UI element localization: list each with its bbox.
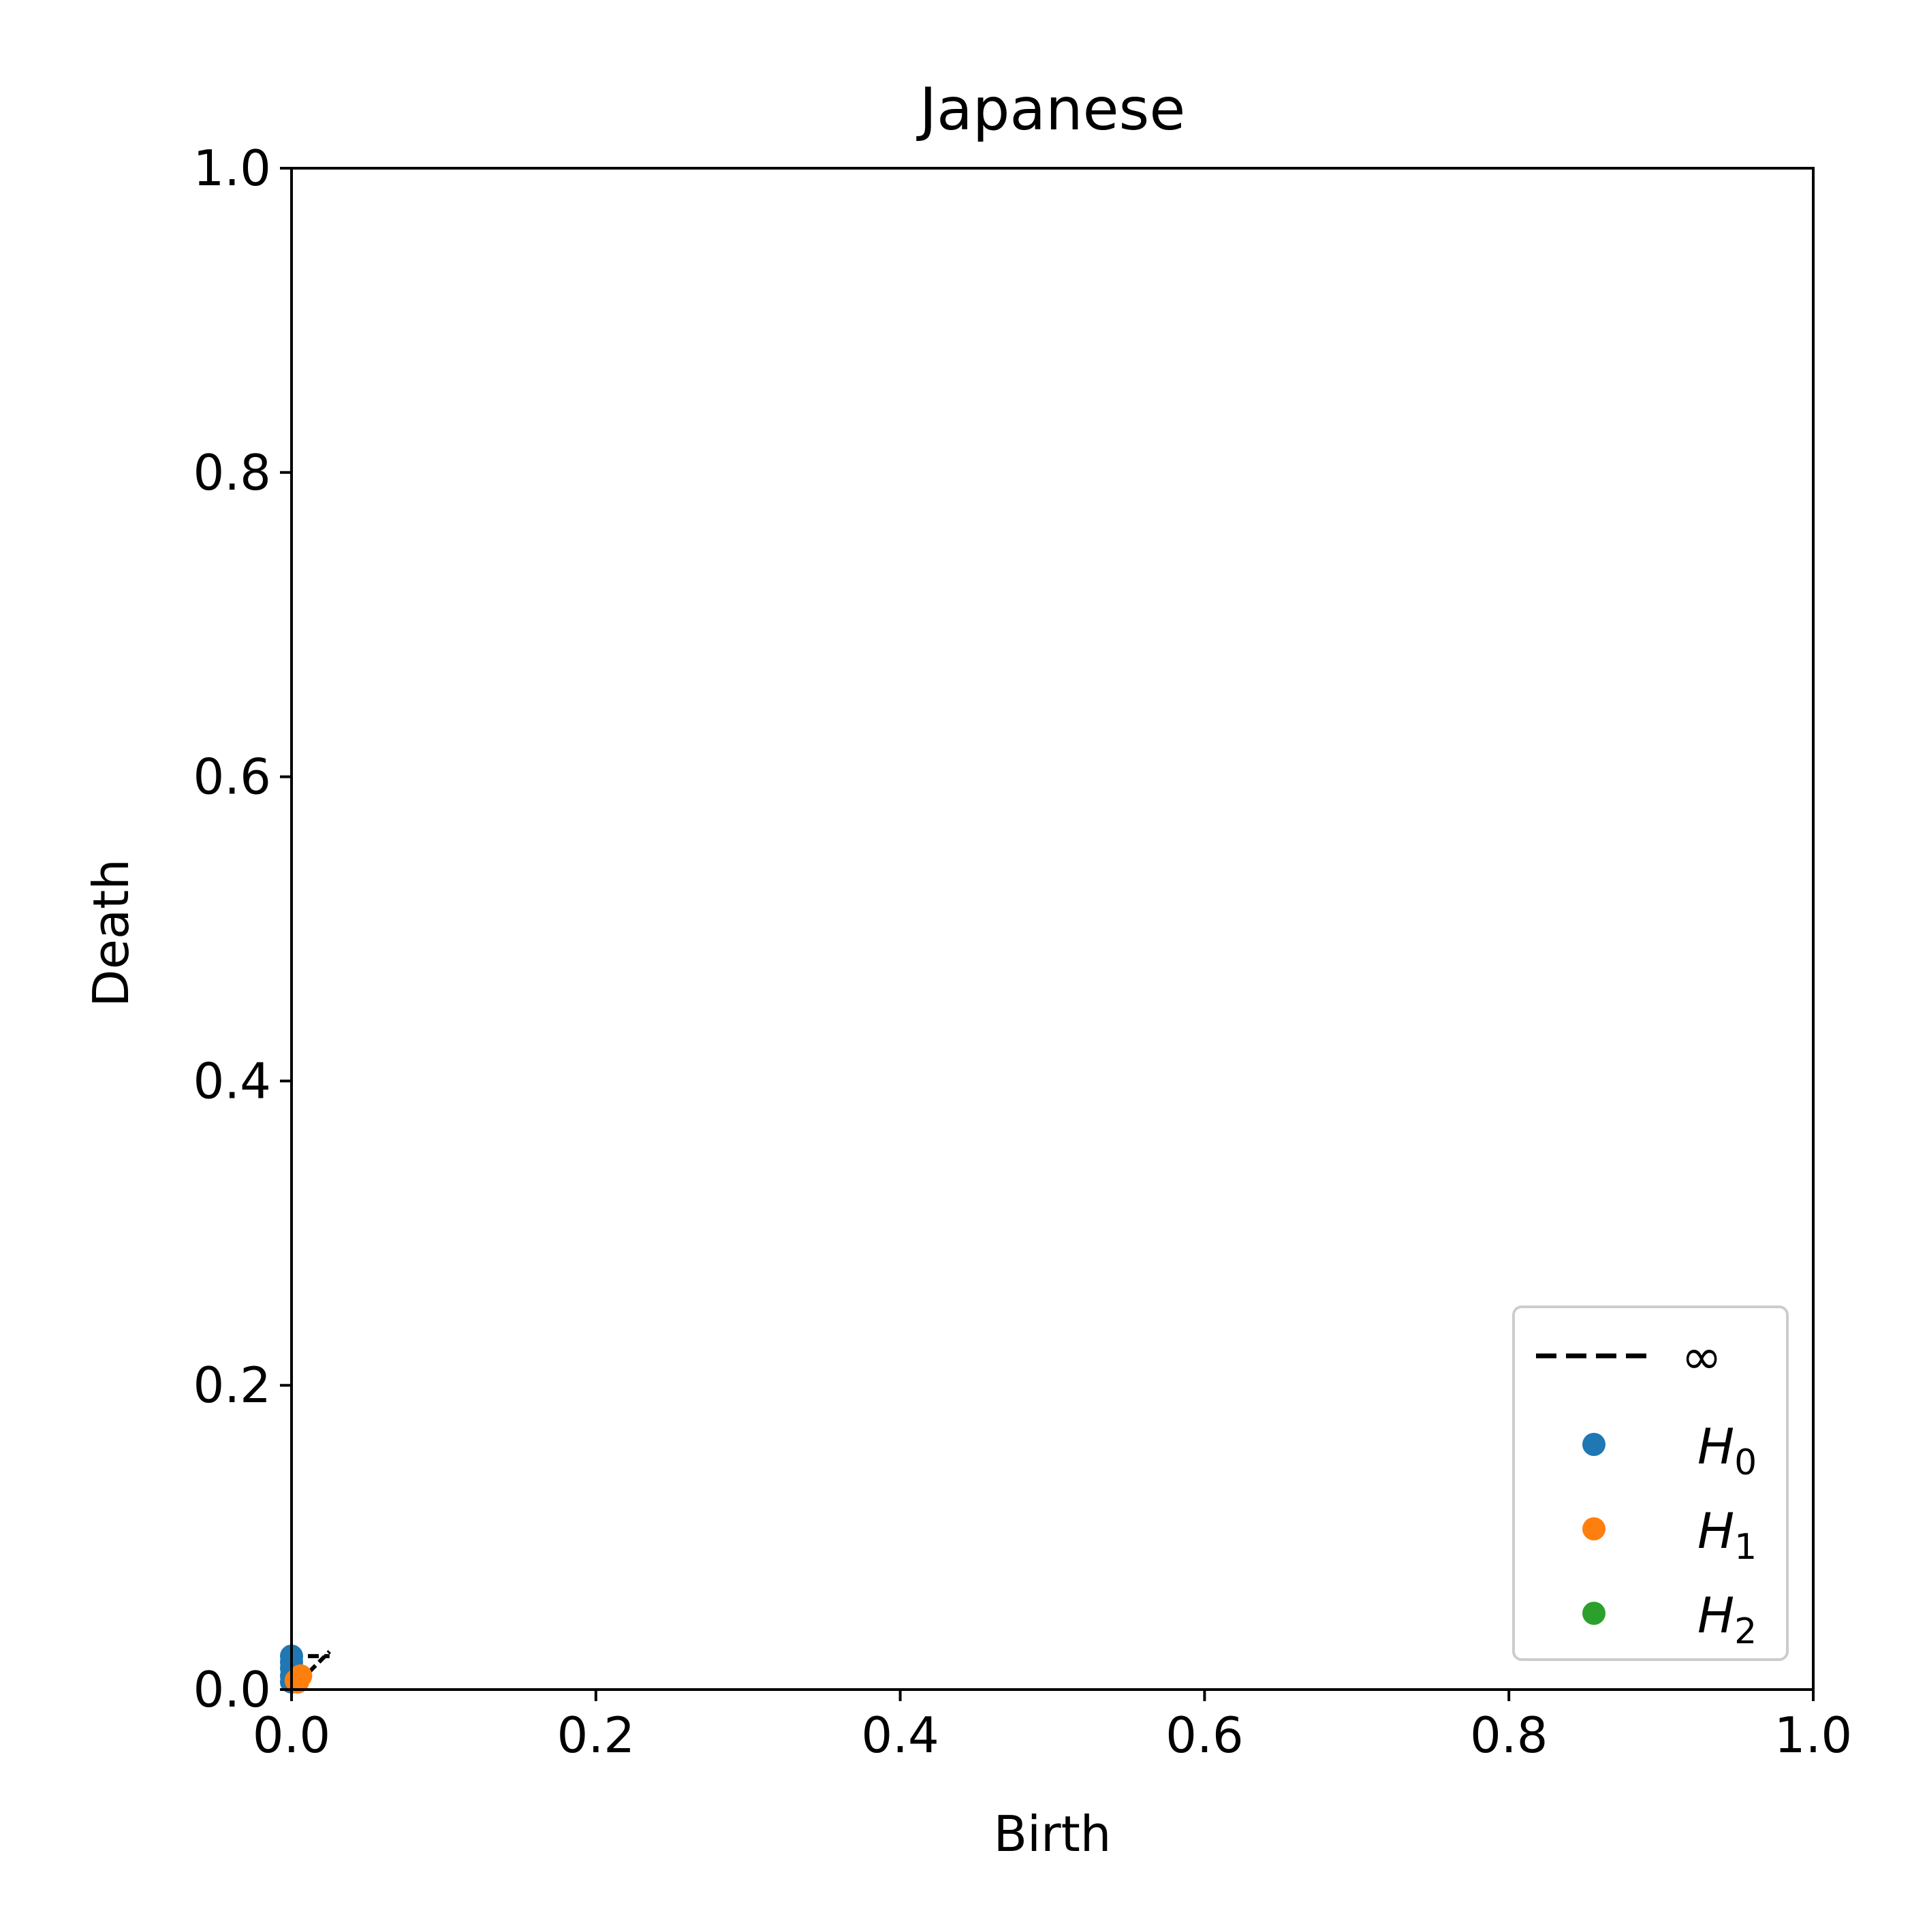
y-tick-label: 1.0: [193, 140, 271, 197]
y-tick-label: 0.0: [193, 1661, 271, 1718]
y-tick-label: 0.6: [193, 748, 271, 806]
x-tick-label: 0.2: [557, 1707, 636, 1764]
plot-area: [280, 1644, 331, 1694]
x-tick-label: 0.4: [861, 1707, 939, 1764]
legend-swatch-h0: [1582, 1433, 1605, 1456]
x-tick-label: 0.8: [1470, 1707, 1548, 1764]
y-axis-label: Death: [82, 859, 140, 1007]
chart-title: Japanese: [916, 76, 1186, 144]
legend-box: [1512, 1305, 1789, 1661]
legend-swatch-h1: [1582, 1517, 1605, 1540]
x-tick-label: 0.6: [1165, 1707, 1244, 1764]
y-tick-label: 0.8: [193, 444, 271, 501]
axes-frame: [290, 167, 1815, 1691]
axes: 0.0 0.2 0.4 0.6 0.8 1.0 0.0 0.2 0.4 0.6 0.8 1.0: [193, 140, 1852, 1764]
y-tick-label: 0.2: [193, 1357, 271, 1414]
legend-infinity-label: ∞: [1681, 1328, 1722, 1385]
x-axis-label: Birth: [994, 1805, 1112, 1863]
legend-label-h2: H2: [1697, 1587, 1757, 1652]
legend-swatch-h2: [1582, 1602, 1605, 1625]
x-tick-label: 0.0: [253, 1707, 331, 1764]
y-tick-label: 0.4: [193, 1052, 271, 1109]
x-tick-label: 1.0: [1774, 1707, 1853, 1764]
